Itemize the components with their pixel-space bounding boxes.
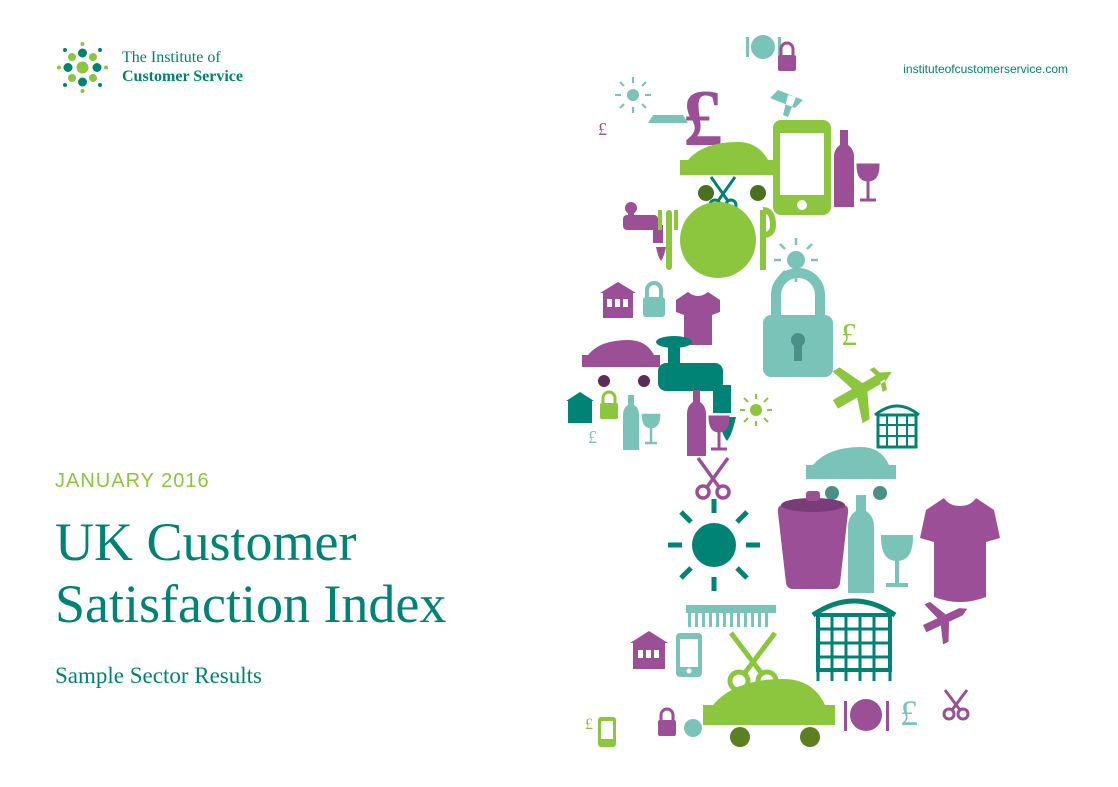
- phone-icon: [598, 717, 616, 747]
- wine-glass-icon: [883, 537, 911, 585]
- shirt-icon: [920, 498, 1000, 602]
- scissors-icon: [944, 690, 968, 719]
- plate-icon: [684, 719, 702, 737]
- phone-icon: [773, 120, 831, 215]
- plate-icon: [746, 35, 781, 59]
- report-title: UK Customer Satisfaction Index: [55, 511, 446, 635]
- pound-icon: £: [841, 316, 857, 352]
- wine-glass-icon: [643, 415, 659, 443]
- logo-mark-icon: [55, 40, 110, 95]
- padlock-icon: [658, 709, 676, 736]
- logo-line2: Customer Service: [122, 68, 243, 86]
- logo-text: The Institute of Customer Service: [122, 49, 243, 86]
- plate-icon: [658, 202, 773, 278]
- bin-icon: [778, 491, 848, 589]
- pound-icon: £: [900, 693, 918, 733]
- report-date: JANUARY 2016: [55, 470, 446, 493]
- sun-icon: [668, 499, 760, 591]
- sun-icon: [615, 77, 651, 113]
- uk-icon-map: £ £: [538, 25, 1058, 765]
- pound-icon: £: [585, 716, 593, 733]
- airplane-icon: [770, 90, 803, 117]
- building-icon: [630, 631, 668, 669]
- airplane-icon: [821, 346, 907, 430]
- padlock-icon: [763, 273, 833, 377]
- car-icon: [582, 340, 660, 387]
- portcullis-icon: [813, 601, 895, 681]
- phone-icon: [676, 633, 702, 677]
- bottle-icon: [623, 395, 639, 450]
- title-line2: Satisfaction Index: [55, 574, 446, 634]
- pound-icon: £: [588, 427, 597, 447]
- bottle-icon: [687, 390, 706, 456]
- logo-line1: The Institute of: [122, 49, 243, 67]
- logo: The Institute of Customer Service: [55, 40, 243, 95]
- plate-icon: [844, 699, 889, 731]
- building-icon: [600, 282, 636, 318]
- wine-glass-icon: [858, 165, 878, 200]
- car-icon: [648, 115, 688, 123]
- building-icon: [566, 392, 594, 423]
- title-line1: UK Customer: [55, 512, 356, 572]
- bottle-icon: [848, 495, 874, 593]
- sun-icon: [740, 394, 772, 426]
- pound-icon: £: [598, 119, 607, 139]
- car-icon: [806, 447, 896, 500]
- portcullis-icon: [875, 406, 919, 447]
- bottle-icon: [834, 130, 854, 207]
- padlock-icon: [600, 392, 618, 419]
- scissors-icon: [697, 458, 729, 498]
- comb-icon: [686, 605, 776, 627]
- padlock-icon: [778, 55, 796, 71]
- title-block: JANUARY 2016 UK Customer Satisfaction In…: [55, 470, 446, 689]
- car-icon: [703, 679, 835, 747]
- padlock-icon: [643, 283, 665, 317]
- report-subtitle: Sample Sector Results: [55, 663, 446, 689]
